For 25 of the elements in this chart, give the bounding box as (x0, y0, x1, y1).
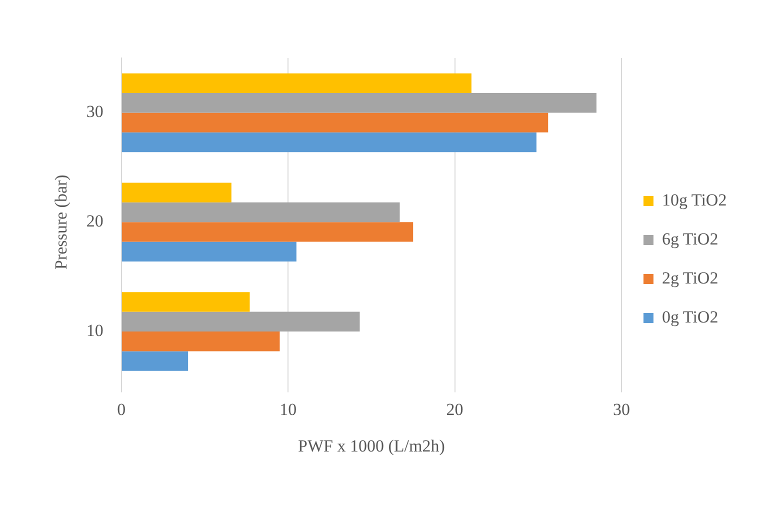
legend-label: 0g TiO2 (662, 307, 718, 326)
bar (122, 73, 472, 94)
bar (122, 93, 596, 113)
legend-label: 10g TiO2 (662, 190, 727, 210)
bar (122, 202, 400, 222)
y-axis-title: Pressure (bar) (52, 174, 71, 270)
y-tick-label: 20 (86, 212, 104, 231)
bar (122, 112, 548, 132)
bar (122, 132, 536, 152)
bar (122, 242, 296, 262)
bar (122, 351, 188, 371)
x-tick-label: 30 (612, 400, 630, 419)
x-tick-label: 20 (446, 400, 464, 419)
bar (122, 332, 280, 352)
y-tick-label: 10 (86, 320, 104, 340)
x-tick-label: 0 (117, 400, 126, 419)
x-axis-title: PWF x 1000 (L/m2h) (298, 436, 445, 456)
bar (122, 312, 360, 332)
legend-label: 6g TiO2 (662, 229, 718, 248)
bar (122, 292, 250, 312)
bar (122, 222, 414, 242)
x-tick-label: 10 (280, 400, 297, 419)
y-tick-label: 30 (86, 102, 104, 122)
bar (122, 182, 232, 202)
legend-label: 2g TiO2 (662, 268, 718, 288)
